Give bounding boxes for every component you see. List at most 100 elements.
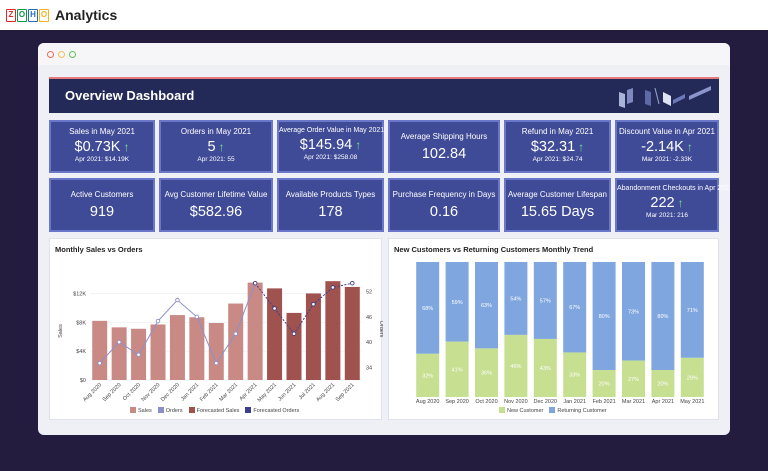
- bar-returning-customer[interactable]: [651, 262, 675, 370]
- kpi-card[interactable]: Available Products Types 178: [277, 178, 384, 232]
- point-orders[interactable]: [214, 360, 219, 366]
- point-orders[interactable]: [97, 360, 102, 366]
- bar-new-customer[interactable]: [680, 357, 704, 397]
- legend-swatch: [188, 407, 195, 413]
- data-label-new: 27%: [628, 377, 639, 383]
- trend-up-icon: ↑: [355, 138, 362, 152]
- bar-new-customer[interactable]: [504, 334, 528, 397]
- bar-forecasted-sales[interactable]: [305, 293, 321, 380]
- point-orders[interactable]: [155, 318, 161, 324]
- bar-forecasted-sales[interactable]: [344, 286, 360, 380]
- bar-returning-customer[interactable]: [445, 262, 469, 342]
- trend-up-icon: ↑: [578, 140, 585, 154]
- x-tick-label: May 2021: [680, 399, 704, 405]
- bar-returning-customer[interactable]: [622, 262, 645, 361]
- point-orders[interactable]: [175, 297, 180, 303]
- kpi-card[interactable]: Sales in May 2021 $0.73K ↑ Apr 2021: $14.19…: [49, 120, 155, 173]
- point-forecasted-orders[interactable]: [252, 280, 258, 286]
- bar-new-customer[interactable]: [622, 360, 645, 397]
- bar-returning-customer[interactable]: [563, 262, 587, 353]
- y2-tick-label: 40: [366, 340, 372, 346]
- bar-forecasted-sales[interactable]: [286, 312, 302, 380]
- bar-new-customer[interactable]: [416, 353, 440, 397]
- bar-forecasted-sales[interactable]: [267, 288, 283, 380]
- bar-new-customer[interactable]: [651, 370, 675, 397]
- bar-sales[interactable]: [92, 320, 108, 380]
- bar-sales[interactable]: [169, 315, 185, 380]
- legend-item[interactable]: Forecasted Orders: [245, 407, 299, 414]
- kpi-card[interactable]: Abandonment Checkouts in Apr 2021 222 ↑ Mar…: [615, 178, 730, 232]
- bar-returning-customer[interactable]: [533, 262, 557, 339]
- bar-new-customer[interactable]: [475, 348, 498, 397]
- kpi-card[interactable]: Average Order Value in May 2021 $145.94 ↑ A…: [277, 120, 384, 173]
- point-orders[interactable]: [194, 314, 200, 320]
- data-label-returning: 67%: [569, 305, 580, 311]
- logo-letter: Z: [6, 8, 16, 22]
- bar-sales[interactable]: [247, 282, 263, 380]
- point-forecasted-orders[interactable]: [350, 280, 355, 286]
- kpi-value-text: 5: [207, 139, 216, 155]
- kpi-card[interactable]: Avg Customer Lifetime Value $582.96: [159, 178, 273, 232]
- legend-item[interactable]: Sales: [130, 407, 152, 414]
- data-label-new: 36%: [481, 371, 492, 377]
- legend-item[interactable]: New Customer: [499, 407, 543, 414]
- y2-tick-label: 52: [366, 290, 372, 296]
- point-orders[interactable]: [116, 339, 122, 345]
- bar-returning-customer[interactable]: [416, 262, 440, 354]
- bar-returning-customer[interactable]: [680, 262, 704, 358]
- kpi-value: $582.96: [161, 204, 271, 220]
- bar-returning-customer[interactable]: [504, 262, 528, 335]
- data-label-returning: 59%: [452, 300, 463, 306]
- point-forecasted-orders[interactable]: [272, 306, 277, 311]
- bar-sales[interactable]: [111, 327, 127, 380]
- y-tick-label: $4K: [76, 349, 86, 355]
- point-forecasted-orders[interactable]: [330, 285, 336, 290]
- kpi-value: -2.14K ↑: [617, 139, 717, 155]
- kpi-value-text: 222: [650, 195, 675, 211]
- data-label-new: 46%: [510, 364, 521, 370]
- kpi-card[interactable]: Refund in May 2021 $32.31 ↑ Apr 2021: $24.7…: [504, 120, 611, 173]
- x-tick-label: Oct 2020: [475, 399, 497, 405]
- bar-new-customer[interactable]: [592, 370, 616, 397]
- bar-returning-customer[interactable]: [475, 262, 498, 349]
- logo-letter: O: [39, 8, 49, 22]
- point-forecasted-orders[interactable]: [311, 302, 316, 307]
- bar-forecasted-sales[interactable]: [325, 281, 341, 380]
- data-label-returning: 57%: [540, 298, 551, 304]
- point-orders[interactable]: [233, 331, 238, 336]
- legend-item[interactable]: Returning Customer: [549, 407, 607, 414]
- customer-trend-chart: 68% 32% Aug 2020 59% 41% Sep 2020 63% 36% Oct 20…: [416, 262, 704, 405]
- x-tick-label: Apr 2021: [652, 399, 674, 405]
- kpi-previous: Apr 2021: 55: [197, 156, 235, 163]
- bar-sales[interactable]: [189, 317, 205, 380]
- point-orders[interactable]: [136, 352, 141, 357]
- legend-item[interactable]: Forecasted Sales: [188, 407, 239, 414]
- kpi-card[interactable]: Purchase Frequency in Days 0.16: [388, 178, 500, 232]
- kpi-card[interactable]: Average Customer Lifespan 15.65 Days: [504, 178, 611, 232]
- data-label-new: 20%: [657, 382, 668, 388]
- minimize-dot-icon[interactable]: [58, 50, 65, 58]
- legend-label: Returning Customer: [557, 408, 607, 414]
- legend-label: Orders: [165, 408, 183, 414]
- legend-item[interactable]: Orders: [157, 407, 183, 414]
- bar-new-customer[interactable]: [533, 338, 557, 397]
- data-label-new: 32%: [422, 373, 433, 379]
- bar-new-customer[interactable]: [445, 341, 469, 397]
- kpi-card[interactable]: Orders in May 2021 5 ↑ Apr 2021: 55: [159, 120, 273, 173]
- bar-sales[interactable]: [150, 324, 166, 380]
- maximize-dot-icon[interactable]: [69, 50, 76, 58]
- kpi-card[interactable]: Discount Value in Apr 2021 -2.14K ↑ Mar 202…: [615, 120, 719, 173]
- bar-new-customer[interactable]: [563, 352, 587, 397]
- x-tick-label: May 2021: [257, 382, 278, 403]
- kpi-card[interactable]: Average Shipping Hours 102.84: [388, 120, 500, 173]
- data-label-returning: 63%: [481, 303, 492, 309]
- kpi-value-text: $0.73K: [74, 139, 121, 155]
- kpi-value-text: 919: [89, 204, 115, 220]
- kpi-card[interactable]: Active Customers 919: [49, 178, 155, 232]
- bar-sales[interactable]: [208, 323, 224, 380]
- bar-returning-customer[interactable]: [592, 262, 616, 370]
- x-tick-label: Sep 2021: [335, 382, 356, 403]
- close-dot-icon[interactable]: [47, 50, 54, 58]
- point-forecasted-orders[interactable]: [291, 331, 297, 336]
